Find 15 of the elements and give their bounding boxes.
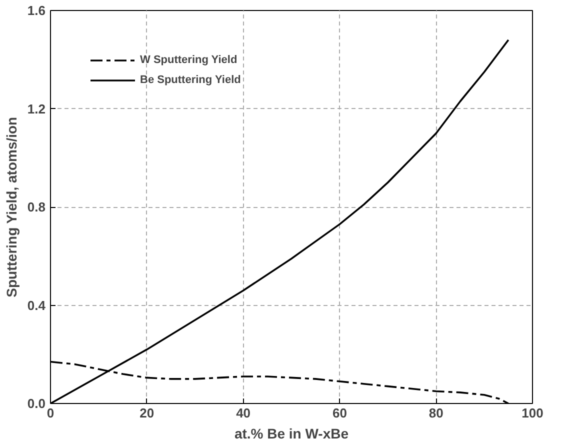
- y-tick-label: 0.0: [27, 396, 46, 411]
- x-tick-label: 100: [522, 406, 544, 420]
- x-tick-label: 40: [236, 406, 251, 420]
- y-axis-title: Sputtering Yield, atoms/ion: [3, 116, 20, 298]
- y-tick-label: 0.8: [27, 200, 46, 214]
- x-tick-label: 0: [46, 406, 54, 420]
- y-tick-label: 0.4: [27, 298, 46, 313]
- y-tick-label: 1.6: [27, 3, 46, 18]
- x-tick-label: 60: [332, 406, 347, 420]
- legend-label: W Sputtering Yield: [140, 54, 238, 66]
- y-tick-label: 1.2: [27, 101, 46, 116]
- x-axis-title: at.% Be in W-xBe: [234, 426, 349, 442]
- x-tick-label: 20: [140, 406, 154, 420]
- legend-label: Be Sputtering Yield: [140, 74, 241, 86]
- x-tick-label: 80: [428, 406, 444, 420]
